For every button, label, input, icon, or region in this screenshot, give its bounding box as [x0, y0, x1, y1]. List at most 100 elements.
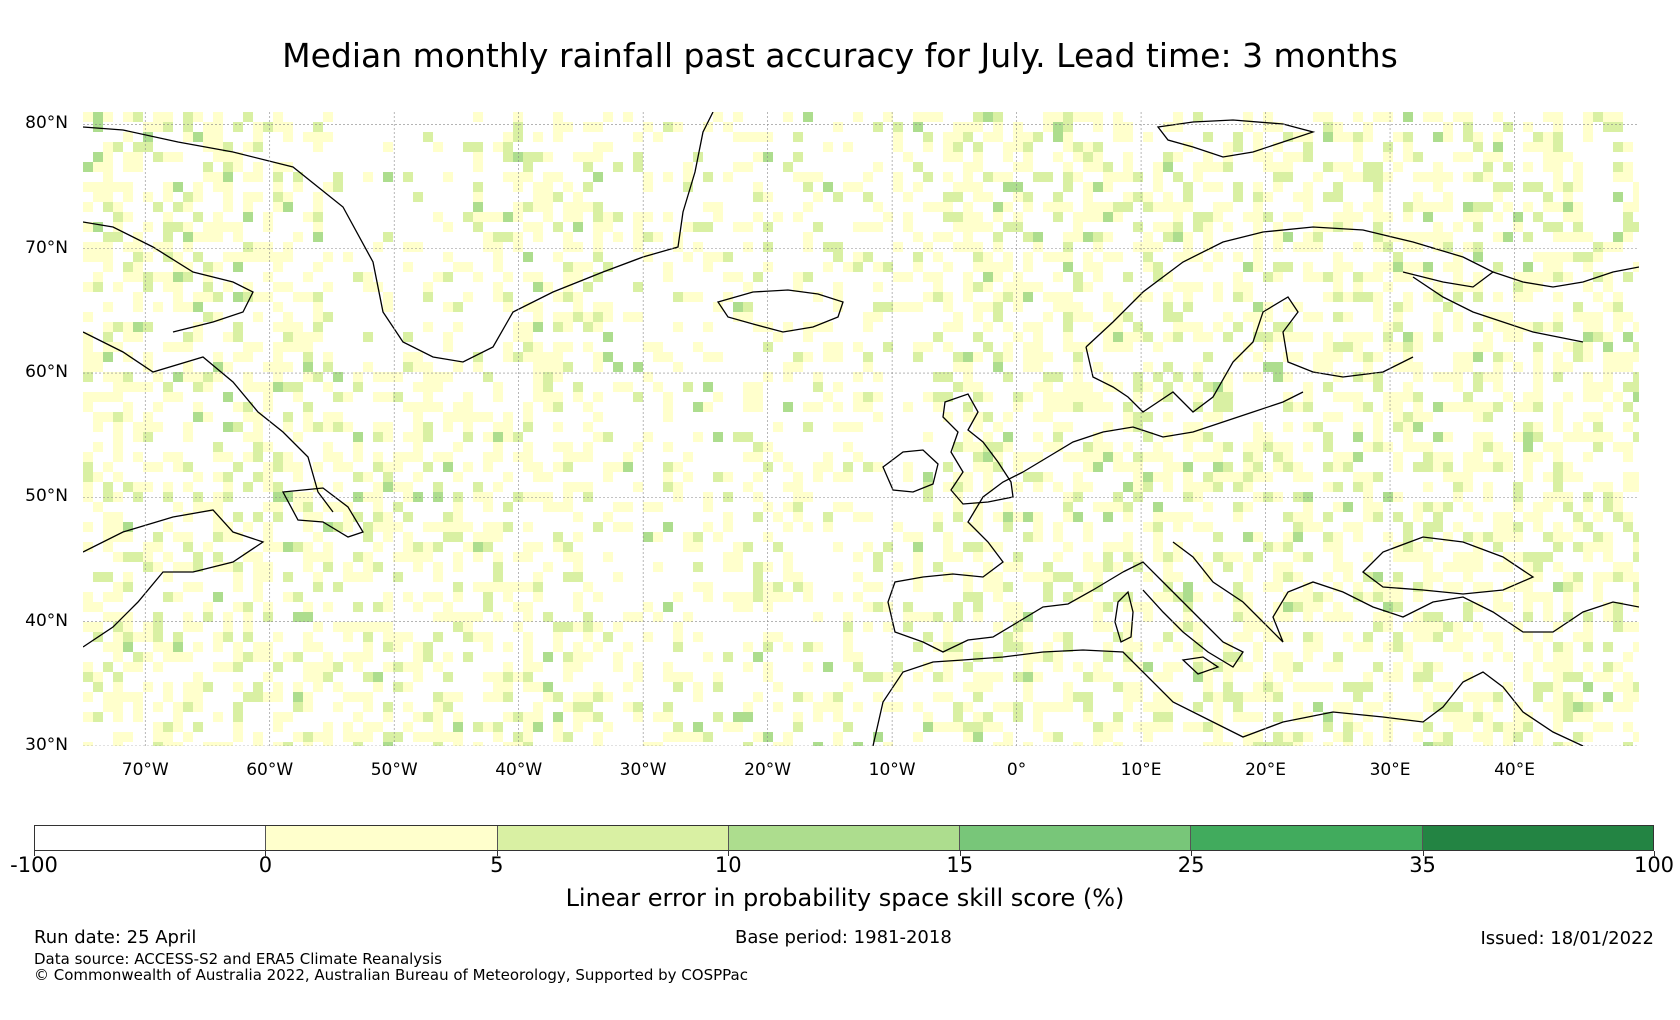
skill-cell — [1123, 622, 1133, 632]
skill-cell — [1073, 282, 1083, 292]
skill-cell — [593, 322, 603, 332]
skill-cell — [473, 542, 483, 552]
skill-cell — [173, 222, 183, 232]
skill-cell — [343, 622, 353, 632]
skill-cell — [1523, 572, 1533, 582]
skill-cell — [793, 512, 803, 522]
skill-cell — [1593, 592, 1603, 602]
skill-cell — [1323, 352, 1333, 362]
skill-cell — [863, 582, 873, 592]
skill-cell — [373, 722, 383, 732]
skill-cell — [1053, 532, 1063, 542]
skill-cell — [523, 332, 533, 342]
skill-cell — [1033, 712, 1043, 722]
skill-cell — [553, 372, 563, 382]
skill-cell — [1053, 702, 1063, 712]
skill-cell — [1613, 322, 1623, 332]
skill-cell — [1523, 442, 1533, 452]
skill-cell — [243, 412, 253, 422]
skill-cell — [1003, 282, 1013, 292]
skill-cell — [453, 622, 463, 632]
skill-cell — [1293, 192, 1303, 202]
skill-cell — [363, 282, 373, 292]
skill-cell — [273, 722, 283, 732]
skill-cell — [293, 692, 303, 702]
skill-cell — [913, 572, 923, 582]
skill-cell — [743, 222, 753, 232]
skill-cell — [1153, 162, 1163, 172]
skill-cell — [413, 242, 423, 252]
skill-cell — [633, 612, 643, 622]
skill-cell — [253, 562, 263, 572]
skill-cell — [673, 682, 683, 692]
skill-cell — [153, 202, 163, 212]
coastline-iceland — [716, 289, 844, 333]
skill-cell — [1143, 292, 1153, 302]
skill-cell — [1073, 312, 1083, 322]
skill-cell — [323, 732, 333, 742]
skill-cell — [853, 422, 863, 432]
skill-cell — [1423, 612, 1433, 622]
skill-cell — [1083, 522, 1093, 532]
skill-cell — [1523, 162, 1533, 172]
skill-cell — [203, 132, 213, 142]
skill-cell — [783, 322, 793, 332]
skill-cell — [403, 262, 413, 272]
skill-cell — [813, 172, 823, 182]
skill-cell — [563, 672, 573, 682]
skill-cell — [323, 442, 333, 452]
skill-cell — [1423, 522, 1433, 532]
skill-cell — [1233, 712, 1243, 722]
skill-cell — [293, 592, 303, 602]
skill-cell — [943, 202, 953, 212]
skill-cell — [723, 562, 733, 572]
skill-cell — [803, 242, 813, 252]
skill-cell — [793, 282, 803, 292]
skill-cell — [553, 632, 563, 642]
skill-cell — [1303, 592, 1313, 602]
skill-cell — [663, 672, 673, 682]
skill-cell — [1213, 452, 1223, 462]
skill-cell — [1383, 692, 1393, 702]
skill-cell — [183, 542, 193, 552]
skill-cell — [793, 272, 803, 282]
skill-cell — [1353, 372, 1363, 382]
skill-cell — [313, 622, 323, 632]
skill-cell — [1023, 192, 1033, 202]
skill-cell — [883, 602, 893, 612]
skill-cell — [303, 662, 313, 672]
skill-cell — [553, 442, 563, 452]
skill-cell — [1013, 212, 1023, 222]
skill-cell — [563, 502, 573, 512]
skill-cell — [123, 692, 133, 702]
skill-cell — [743, 132, 753, 142]
skill-cell — [703, 352, 713, 362]
skill-cell — [173, 642, 183, 652]
skill-cell — [603, 142, 613, 152]
skill-cell — [433, 402, 443, 412]
skill-cell — [493, 482, 503, 492]
skill-cell — [793, 152, 803, 162]
skill-cell — [183, 612, 193, 622]
skill-cell — [1283, 152, 1293, 162]
skill-cell — [1003, 222, 1013, 232]
skill-cell — [113, 202, 123, 212]
skill-cell — [163, 742, 173, 746]
skill-cell — [1553, 412, 1563, 422]
skill-cell — [413, 652, 423, 662]
skill-cell — [253, 652, 263, 662]
skill-cell — [1083, 312, 1093, 322]
skill-cell — [753, 392, 763, 402]
skill-cell — [943, 652, 953, 662]
skill-cell — [253, 252, 263, 262]
skill-cell — [903, 612, 913, 622]
skill-cell — [213, 712, 223, 722]
skill-cell — [493, 392, 503, 402]
skill-cell — [593, 522, 603, 532]
skill-cell — [743, 602, 753, 612]
skill-cell — [1423, 722, 1433, 732]
skill-cell — [1563, 152, 1573, 162]
skill-cell — [403, 172, 413, 182]
skill-cell — [1633, 432, 1639, 442]
skill-cell — [1553, 532, 1563, 542]
